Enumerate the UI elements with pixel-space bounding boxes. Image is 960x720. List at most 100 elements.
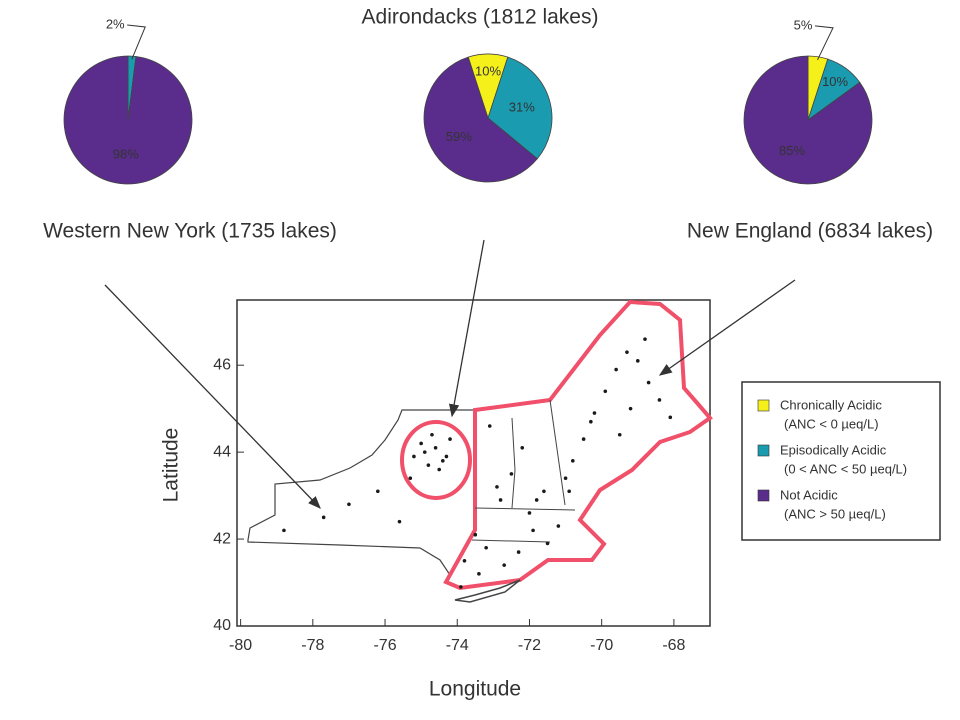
y-axis-label: Latitude [160, 428, 183, 503]
lake-point [419, 441, 423, 446]
lake-point [509, 472, 514, 476]
lake-point [321, 515, 326, 520]
lake-point [516, 550, 521, 554]
lake-point [441, 459, 445, 463]
value-label: 10% [822, 74, 848, 89]
y-tick-label: 40 [213, 617, 231, 634]
legend-label: Not Acidic [780, 487, 838, 502]
lake-point [430, 432, 434, 437]
x-tick-label: -80 [229, 637, 252, 654]
lake-point [570, 459, 575, 463]
lake-point [487, 424, 492, 428]
lake-point [412, 454, 416, 459]
x-tick-label: -68 [662, 637, 685, 654]
y-tick-label: 42 [213, 530, 231, 547]
lake-point [603, 389, 608, 394]
lake-point [556, 524, 561, 528]
lake-point [625, 350, 629, 354]
lake-point [444, 454, 449, 459]
legend-swatch [757, 489, 770, 502]
legend-detail: (0 < ANC < 50 µeq/L) [784, 461, 907, 476]
legend-box [741, 381, 941, 541]
lake-point [542, 489, 546, 494]
lake-point [657, 398, 662, 402]
lake-point [437, 467, 441, 472]
pie-slice [487, 56, 553, 160]
lake-point [617, 432, 622, 437]
leader-line [814, 25, 834, 61]
lake-point [581, 437, 586, 441]
lake-point [567, 489, 571, 494]
legend-detail: (ANC > 50 µeq/L) [784, 506, 886, 521]
adirondack-outline [400, 420, 472, 500]
pie-title: New England (6834 lakes) [687, 220, 933, 243]
value-label: 2% [106, 16, 125, 31]
lake-point [448, 437, 452, 441]
lake-point [534, 498, 539, 502]
lake-point [646, 380, 651, 385]
pie-title: Western New York (1735 lakes) [43, 220, 337, 243]
lake-point [668, 415, 673, 420]
value-label: 5% [794, 17, 813, 32]
arrow [448, 239, 485, 418]
lake-point [422, 450, 427, 454]
lake-point [589, 419, 593, 424]
arrow [658, 279, 796, 376]
y-tick-label: 46 [213, 356, 231, 373]
lake-point [433, 445, 438, 450]
value-label: 10% [475, 63, 501, 78]
lake-point [408, 476, 413, 481]
x-tick-label: -78 [301, 637, 324, 654]
lake-point [397, 519, 402, 524]
x-tick-label: -72 [518, 637, 541, 654]
lake-point [376, 489, 380, 494]
lake-point [477, 572, 481, 576]
legend-detail: (ANC < 0 µeq/L) [784, 416, 879, 431]
x-tick-label: -74 [446, 637, 469, 654]
lake-point [527, 511, 532, 515]
x-tick-label: -70 [590, 637, 613, 654]
y-tick-label: 44 [213, 443, 231, 460]
value-label: 85% [779, 143, 805, 158]
value-label: 31% [509, 100, 535, 115]
lake-point [498, 498, 503, 502]
lake-point [628, 406, 633, 411]
lake-point [502, 563, 506, 567]
pie-slice [423, 56, 538, 183]
lake-point [643, 337, 647, 341]
pie-title: Adirondacks (1812 lakes) [362, 6, 599, 29]
value-label: 98% [113, 147, 139, 162]
lake-point [282, 528, 286, 533]
legend-swatch [757, 444, 770, 457]
lake-point [531, 528, 535, 533]
lake-point [563, 476, 568, 481]
lake-point [592, 411, 597, 415]
lake-point [520, 445, 525, 450]
lake-point [635, 359, 640, 363]
lake-point [459, 585, 463, 589]
leader-line [127, 24, 146, 60]
x-tick-label: -76 [373, 637, 396, 654]
lake-point [347, 502, 351, 507]
legend-label: Chronically Acidic [780, 397, 882, 412]
lake-point [473, 532, 478, 537]
value-label: 59% [446, 129, 472, 144]
legend-label: Episodically Acidic [780, 442, 887, 457]
pie-slice [743, 55, 873, 185]
lake-point [545, 541, 550, 546]
x-axis-label: Longitude [429, 678, 521, 701]
new-england-outline [443, 299, 713, 591]
lake-point [614, 367, 618, 372]
state-borders [471, 399, 576, 543]
long-island [454, 579, 521, 603]
legend-swatch [757, 399, 770, 412]
lake-point [462, 559, 467, 563]
arrow [104, 284, 321, 509]
lake-point [495, 485, 499, 489]
lake-point [426, 463, 431, 467]
new-york-outline [247, 409, 476, 577]
lake-point [484, 545, 488, 550]
pie-slice [63, 55, 193, 185]
